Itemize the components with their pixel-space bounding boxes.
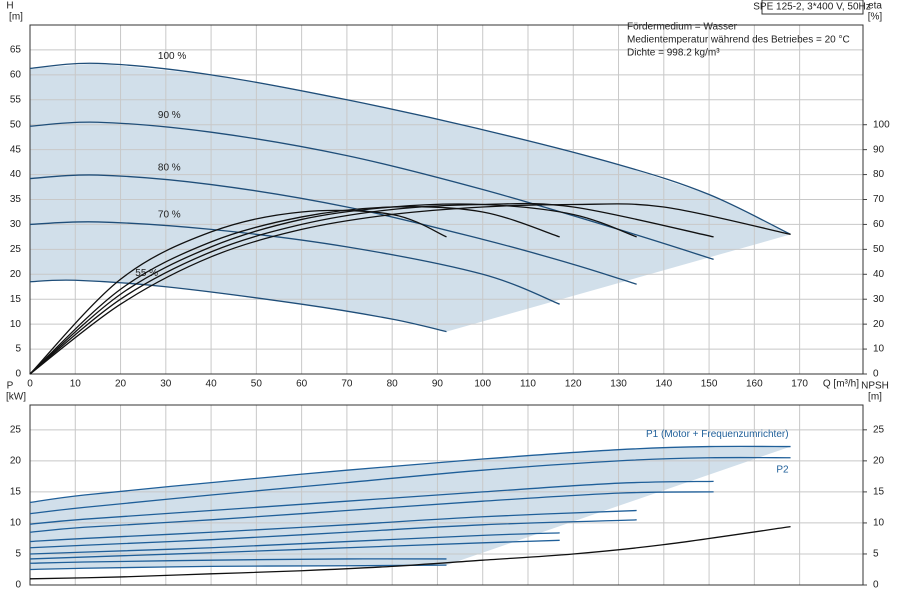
y2-tick-label: 10 <box>873 518 885 529</box>
primary-curve <box>29 519 637 549</box>
primary-curve <box>29 445 791 504</box>
y-tick-label: 20 <box>10 269 22 280</box>
primary-curve <box>29 221 560 305</box>
y-tick-label: 5 <box>15 344 21 355</box>
y2-tick-label: 100 <box>873 119 890 130</box>
secondary-curve <box>29 202 714 375</box>
y2-axis-unit: [%] <box>868 12 883 23</box>
y2-tick-label: 90 <box>873 144 885 155</box>
y2-tick-label: 5 <box>873 549 879 560</box>
x-tick-label: 160 <box>746 379 763 390</box>
primary-curve <box>29 174 637 285</box>
secondary-curve <box>29 206 560 375</box>
y2-tick-label: 0 <box>873 369 879 380</box>
x-tick-label: 50 <box>251 379 263 390</box>
y-axis-unit: [m] <box>9 12 23 23</box>
note: Fördermedium = Wasser <box>627 22 738 33</box>
secondary-curve <box>29 203 637 375</box>
y2-tick-label: 25 <box>873 424 885 435</box>
curve-label: P1 (Motor + Frequenzumrichter) <box>646 429 789 440</box>
curve-label: 55 % <box>135 268 158 279</box>
secondary-curve <box>29 209 447 375</box>
x-tick-label: 70 <box>341 379 353 390</box>
primary-curve <box>29 62 791 235</box>
y-tick-label: 30 <box>10 219 22 230</box>
y2-tick-label: 60 <box>873 219 885 230</box>
y2-tick-label: 20 <box>873 456 885 467</box>
curve-label: 100 % <box>158 51 186 62</box>
y2-tick-label: 50 <box>873 244 885 255</box>
x-tick-label: 10 <box>70 379 82 390</box>
x-tick-label: 40 <box>206 379 218 390</box>
x-tick-label: 120 <box>565 379 582 390</box>
product-label: SPE 125-2, 3*400 V, 50Hz <box>753 2 871 13</box>
x-tick-label: 0 <box>27 379 33 390</box>
x-tick-label: 140 <box>655 379 672 390</box>
y2-tick-label: 15 <box>873 487 885 498</box>
x-tick-label: 100 <box>474 379 491 390</box>
y-axis-unit: [kW] <box>6 392 26 403</box>
y-tick-label: 55 <box>10 94 22 105</box>
y-axis-label: P <box>7 381 14 392</box>
primary-curve <box>29 509 637 543</box>
primary-curve <box>29 456 791 515</box>
x-tick-label: 30 <box>160 379 172 390</box>
product-box <box>761 0 864 15</box>
y2-tick-label: 30 <box>873 294 885 305</box>
y-tick-label: 15 <box>10 487 22 498</box>
x-tick-label: 130 <box>610 379 627 390</box>
x-tick-label: 170 <box>791 379 808 390</box>
x-tick-label: 110 <box>520 379 536 390</box>
secondary-curve <box>29 526 791 580</box>
primary-curve <box>29 532 560 555</box>
y-tick-label: 35 <box>10 194 22 205</box>
primary-curve <box>29 539 560 560</box>
note: Medientemperatur während des Betriebes =… <box>627 35 850 46</box>
y-tick-label: 25 <box>10 424 22 435</box>
y-tick-label: 5 <box>15 549 21 560</box>
y2-tick-label: 20 <box>873 319 885 330</box>
x-tick-label: 60 <box>296 379 308 390</box>
y-tick-label: 0 <box>15 369 21 380</box>
primary-curve <box>29 558 447 564</box>
y2-axis-label: eta <box>868 1 882 12</box>
primary-curve <box>29 491 714 533</box>
y2-axis-label: NPSH <box>861 381 889 392</box>
y2-tick-label: 0 <box>873 580 879 591</box>
curve-label: P2 <box>776 464 789 475</box>
curve-label: 70 % <box>158 210 181 221</box>
primary-curve <box>29 279 447 333</box>
y-tick-label: 20 <box>10 456 22 467</box>
y-axis-label: H <box>6 1 13 12</box>
y2-tick-label: 70 <box>873 194 885 205</box>
x-tick-label: 80 <box>387 379 399 390</box>
plot-frame <box>29 404 864 586</box>
y-tick-label: 50 <box>10 119 22 130</box>
curve-label: 80 % <box>158 163 181 174</box>
y2-tick-label: 80 <box>873 169 885 180</box>
y-tick-label: 10 <box>10 518 22 529</box>
y-tick-label: 45 <box>10 144 22 155</box>
x-tick-label: 20 <box>115 379 127 390</box>
y-tick-label: 60 <box>10 69 22 80</box>
x-tick-label: 150 <box>701 379 718 390</box>
primary-curve <box>29 480 714 525</box>
y-tick-label: 25 <box>10 244 22 255</box>
y-tick-label: 15 <box>10 294 22 305</box>
primary-curve <box>29 564 447 571</box>
y-tick-label: 65 <box>10 45 22 56</box>
x-tick-label: 90 <box>432 379 444 390</box>
y-tick-label: 10 <box>10 319 22 330</box>
operating-range <box>30 63 791 332</box>
x-axis-label: Q [m³/h] <box>823 379 859 390</box>
curve-label: 90 % <box>158 110 181 121</box>
y-tick-label: 0 <box>15 580 21 591</box>
plot-frame <box>29 24 864 375</box>
y-tick-label: 40 <box>10 169 22 180</box>
y2-axis-unit: [m] <box>868 392 882 403</box>
y2-tick-label: 40 <box>873 269 885 280</box>
note: Dichte = 998.2 kg/m³ <box>627 48 720 59</box>
y2-tick-label: 10 <box>873 344 885 355</box>
